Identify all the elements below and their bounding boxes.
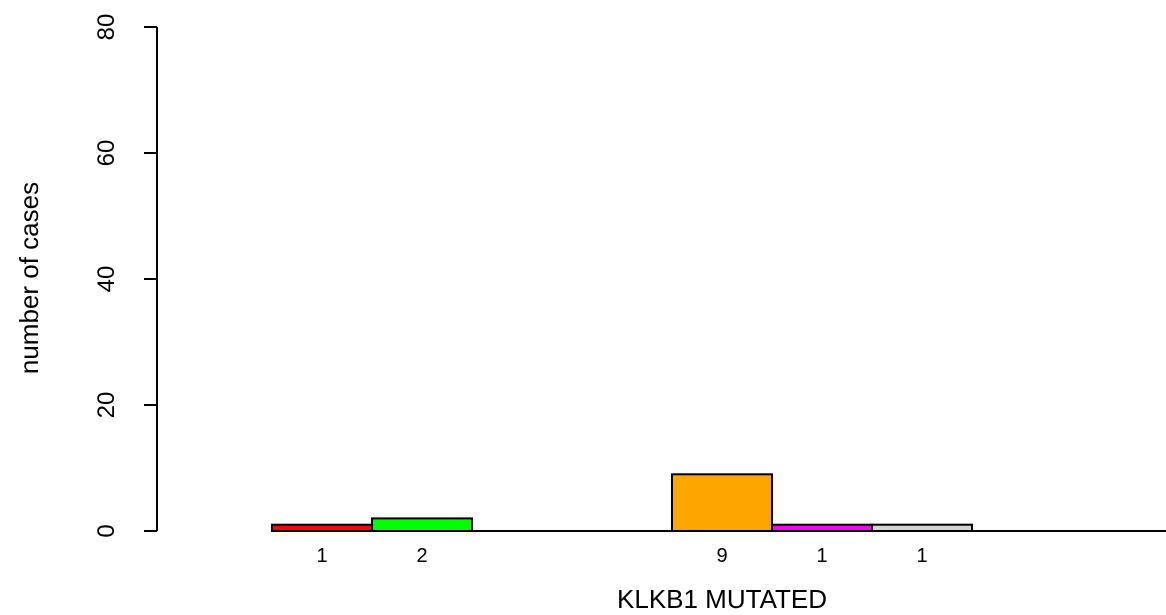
y-tick-label: 0 (93, 524, 120, 537)
bars (271, 473, 973, 533)
bar-count-label: 1 (316, 545, 327, 567)
bar (371, 517, 473, 533)
bar-count-label: 2 (416, 545, 427, 567)
y-tick-label: 40 (93, 266, 120, 293)
y-axis-title: number of cases (14, 182, 44, 374)
bar-count-label: 9 (716, 545, 727, 567)
y-tick-label: 80 (93, 14, 120, 41)
x-axis-title: KLKB1 MUTATED (617, 584, 827, 614)
y-tick-label: 20 (93, 392, 120, 419)
count-labels: 1 2 9 1 1 (316, 545, 927, 567)
y-tick-label: 60 (93, 140, 120, 167)
bar-count-label: 1 (916, 545, 927, 567)
y-axis: 0 20 40 60 80 (93, 14, 158, 538)
bar (671, 473, 773, 532)
bar-count-label: 1 (816, 545, 827, 567)
